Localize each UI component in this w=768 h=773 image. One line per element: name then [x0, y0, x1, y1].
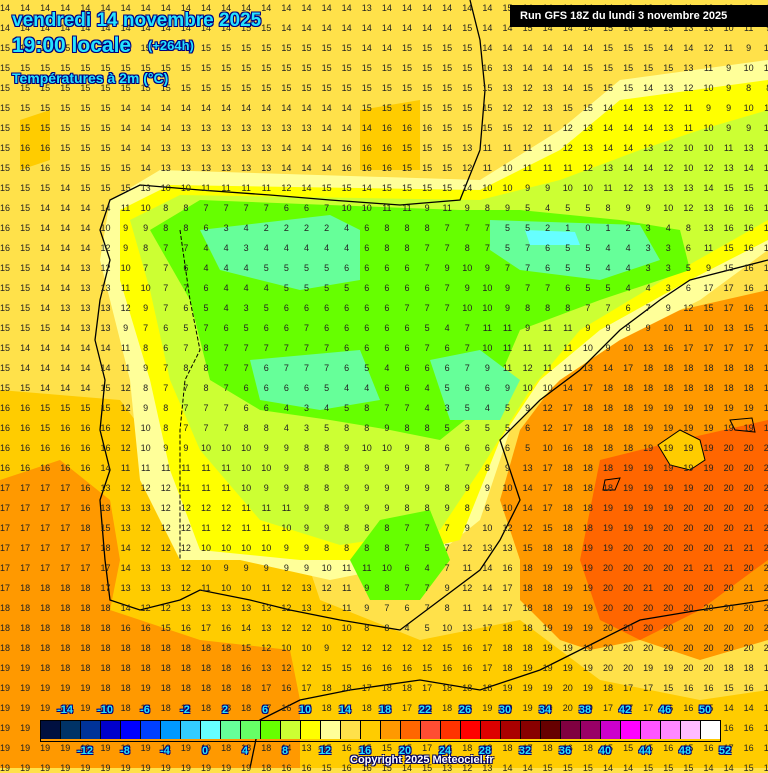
legend-swatch	[441, 721, 461, 739]
variable-label: Températures à 2m (°C)	[12, 70, 169, 86]
legend-label-bottom: -4	[160, 745, 170, 757]
legend-label-top: 6	[261, 704, 269, 716]
legend-label-bottom: 32	[518, 745, 532, 757]
zone-med-hot	[580, 420, 768, 640]
legend-label-top: 50	[698, 704, 712, 716]
legend-swatch	[481, 721, 501, 739]
forecast-offset: (+264h)	[148, 38, 194, 53]
legend-label-top: 18	[378, 704, 392, 716]
legend-label-bottom: 44	[638, 745, 652, 757]
zone-mint	[200, 215, 360, 290]
zone-cyan	[525, 230, 580, 245]
legend-swatch	[361, 721, 381, 739]
zone-galicia-offshore	[20, 110, 50, 170]
legend-swatch	[321, 721, 341, 739]
legend-swatch	[61, 721, 81, 739]
legend-swatch	[521, 721, 541, 739]
legend-label-bottom: -12	[77, 745, 93, 757]
legend-swatch	[161, 721, 181, 739]
legend-label-top: 14	[338, 704, 352, 716]
legend-label-bottom: 40	[598, 745, 612, 757]
legend-swatch	[581, 721, 601, 739]
legend-label-top: 26	[458, 704, 472, 716]
legend-label-top: 22	[418, 704, 432, 716]
legend-label-bottom: 8	[281, 745, 289, 757]
legend-swatch	[541, 721, 561, 739]
legend-label-top: 2	[221, 704, 229, 716]
legend-swatch	[241, 721, 261, 739]
coastline	[94, 0, 768, 631]
island-mallorca	[657, 429, 706, 471]
legend-label-top: -2	[180, 704, 190, 716]
legend-label-top: 34	[538, 704, 552, 716]
run-label: Run GFS 18Z du lundi 3 novembre 2025	[510, 5, 768, 27]
legend-swatch	[41, 721, 61, 739]
legend-label-bottom: 20	[398, 745, 412, 757]
copyright: Copyright 2025 Meteociel.fr	[350, 754, 494, 766]
legend-swatch	[701, 721, 720, 739]
legend-label-top: 38	[578, 704, 592, 716]
forecast-date: vendredi 14 novembre 2025	[12, 10, 262, 31]
legend-label-top: 46	[658, 704, 672, 716]
legend-label-top: 10	[298, 704, 312, 716]
legend-swatch	[561, 721, 581, 739]
legend-swatch	[281, 721, 301, 739]
legend-label-bottom: 12	[318, 745, 332, 757]
coastline-africa	[249, 599, 768, 768]
legend-swatch	[401, 721, 421, 739]
legend-swatch	[501, 721, 521, 739]
legend-swatch	[261, 721, 281, 739]
legend-label-top: -14	[57, 704, 73, 716]
legend-swatch	[601, 721, 621, 739]
legend-label-bottom: 52	[718, 745, 732, 757]
legend-swatch	[181, 721, 201, 739]
zone-mint-se	[430, 350, 520, 420]
legend-swatch	[661, 721, 681, 739]
legend-swatch	[201, 721, 221, 739]
island-menorca	[729, 417, 756, 433]
zone-green-south	[350, 510, 450, 600]
legend-label-bottom: 28	[478, 745, 492, 757]
zone-biscay	[360, 100, 420, 170]
legend-label-bottom: 36	[558, 745, 572, 757]
legend-swatch	[81, 721, 101, 739]
color-legend	[40, 720, 721, 742]
island-ibiza	[602, 477, 621, 491]
legend-label-top: 42	[618, 704, 632, 716]
legend-swatch	[301, 721, 321, 739]
legend-label-bottom: 24	[438, 745, 452, 757]
legend-swatch	[121, 721, 141, 739]
legend-swatch	[381, 721, 401, 739]
legend-swatch	[421, 721, 441, 739]
legend-swatch	[461, 721, 481, 739]
legend-label-top: 30	[498, 704, 512, 716]
legend-label-bottom: 0	[201, 745, 209, 757]
legend-label-bottom: 48	[678, 745, 692, 757]
legend-label-top: -10	[97, 704, 113, 716]
legend-label-bottom: -8	[120, 745, 130, 757]
legend-swatch	[141, 721, 161, 739]
legend-swatch	[641, 721, 661, 739]
legend-label-bottom: 16	[358, 745, 372, 757]
legend-swatch	[621, 721, 641, 739]
legend-swatch	[221, 721, 241, 739]
zone-mint-central	[250, 350, 380, 410]
border-portugal	[179, 229, 201, 560]
legend-swatch	[101, 721, 121, 739]
legend-swatch	[341, 721, 361, 739]
zone-atlantic-hot	[0, 460, 300, 768]
forecast-time: 19:00 locale	[12, 34, 132, 57]
legend-swatch	[681, 721, 701, 739]
legend-label-bottom: 4	[241, 745, 249, 757]
legend-label-top: -6	[140, 704, 150, 716]
